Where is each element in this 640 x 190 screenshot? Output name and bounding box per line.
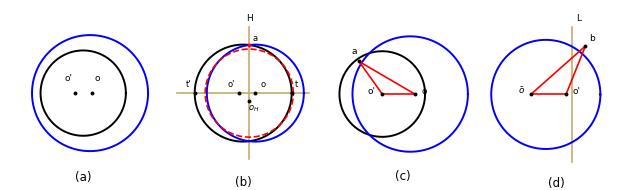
Text: o': o' xyxy=(367,87,375,96)
Text: o': o' xyxy=(573,87,580,96)
Text: (b): (b) xyxy=(235,176,252,189)
Text: o: o xyxy=(421,87,427,96)
Text: a: a xyxy=(351,47,357,56)
Text: b: b xyxy=(589,34,595,43)
Text: $\bar{o}$: $\bar{o}$ xyxy=(518,86,525,96)
Text: o': o' xyxy=(65,74,73,83)
Text: H: H xyxy=(246,14,253,23)
Text: a: a xyxy=(252,34,257,43)
Text: o: o xyxy=(95,74,100,83)
Text: o: o xyxy=(260,80,265,89)
Text: t: t xyxy=(295,80,298,89)
Text: t': t' xyxy=(186,80,191,89)
Text: $o_H$: $o_H$ xyxy=(248,104,260,114)
Text: (c): (c) xyxy=(396,169,411,183)
Text: L: L xyxy=(577,14,582,23)
Text: o': o' xyxy=(227,80,235,89)
Text: (a): (a) xyxy=(75,171,92,184)
Text: (d): (d) xyxy=(548,177,565,190)
